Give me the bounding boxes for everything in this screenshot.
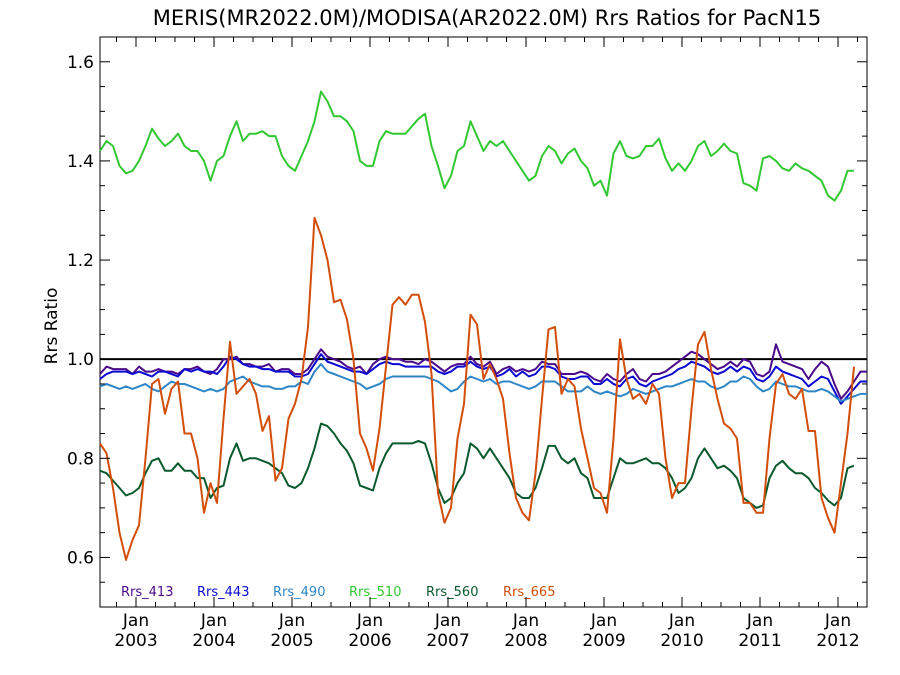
x-tick-label-year: 2004 — [192, 631, 235, 651]
y-tick-label: 1.4 — [67, 152, 94, 172]
x-tick-label-month: Jan — [512, 611, 539, 631]
plot-frame — [99, 36, 868, 608]
x-tick-label-year: 2007 — [426, 631, 469, 651]
series-line-rrs-560 — [99, 422, 855, 509]
legend-entry-rrs-413: Rrs_413 — [121, 585, 173, 600]
x-tick-label-year: 2012 — [816, 631, 859, 651]
x-axis: Jan2003Jan2004Jan2005Jan2006Jan2007Jan20… — [114, 37, 860, 651]
y-tick-label: 0.6 — [67, 548, 94, 568]
x-tick-label-month: Jan — [590, 611, 617, 631]
series-layer — [99, 90, 867, 561]
x-tick-label-month: Jan — [824, 611, 851, 631]
chart-title: MERIS(MR2022.0M)/MODISA(AR2022.0M) Rrs R… — [153, 6, 821, 30]
y-axis-label: Rrs Ratio — [42, 288, 62, 365]
plot-area — [99, 36, 868, 608]
x-tick-label-month: Jan — [746, 611, 773, 631]
x-tick-label-month: Jan — [278, 611, 305, 631]
y-tick-label: 1.0 — [67, 350, 94, 370]
legend-entry-rrs-490: Rrs_490 — [273, 585, 325, 600]
legend: Rrs_413 Rrs_443 Rrs_490 Rrs_510 Rrs_560 Rrs_6… — [121, 585, 555, 600]
series-line-rrs-665 — [99, 216, 855, 561]
x-tick-label-year: 2005 — [270, 631, 313, 651]
x-tick-label-year: 2003 — [114, 631, 157, 651]
series-line-rrs-510 — [99, 90, 854, 202]
y-axis: 0.6 0.8 1.0 1.2 1.4 1.6 — [67, 53, 867, 583]
x-tick-label-year: 2011 — [738, 631, 781, 651]
series-line-rrs-490 — [99, 363, 867, 403]
legend-entry-rrs-510: Rrs_510 — [349, 585, 401, 600]
y-tick-label: 1.6 — [67, 53, 94, 73]
x-tick-label-year: 2010 — [660, 631, 703, 651]
x-tick-label-month: Jan — [356, 611, 383, 631]
legend-entry-rrs-665: Rrs_665 — [503, 585, 555, 600]
x-tick-label-year: 2008 — [504, 631, 547, 651]
x-tick-label-year: 2006 — [348, 631, 391, 651]
x-tick-label-month: Jan — [668, 611, 695, 631]
x-tick-label-month: Jan — [122, 611, 149, 631]
x-tick-label-year: 2009 — [582, 631, 625, 651]
legend-entry-rrs-443: Rrs_443 — [197, 585, 249, 600]
x-tick-label-month: Jan — [200, 611, 227, 631]
y-tick-label: 1.2 — [67, 251, 94, 271]
legend-entry-rrs-560: Rrs_560 — [426, 585, 478, 600]
x-tick-label-month: Jan — [434, 611, 461, 631]
y-tick-label: 0.8 — [67, 449, 94, 469]
